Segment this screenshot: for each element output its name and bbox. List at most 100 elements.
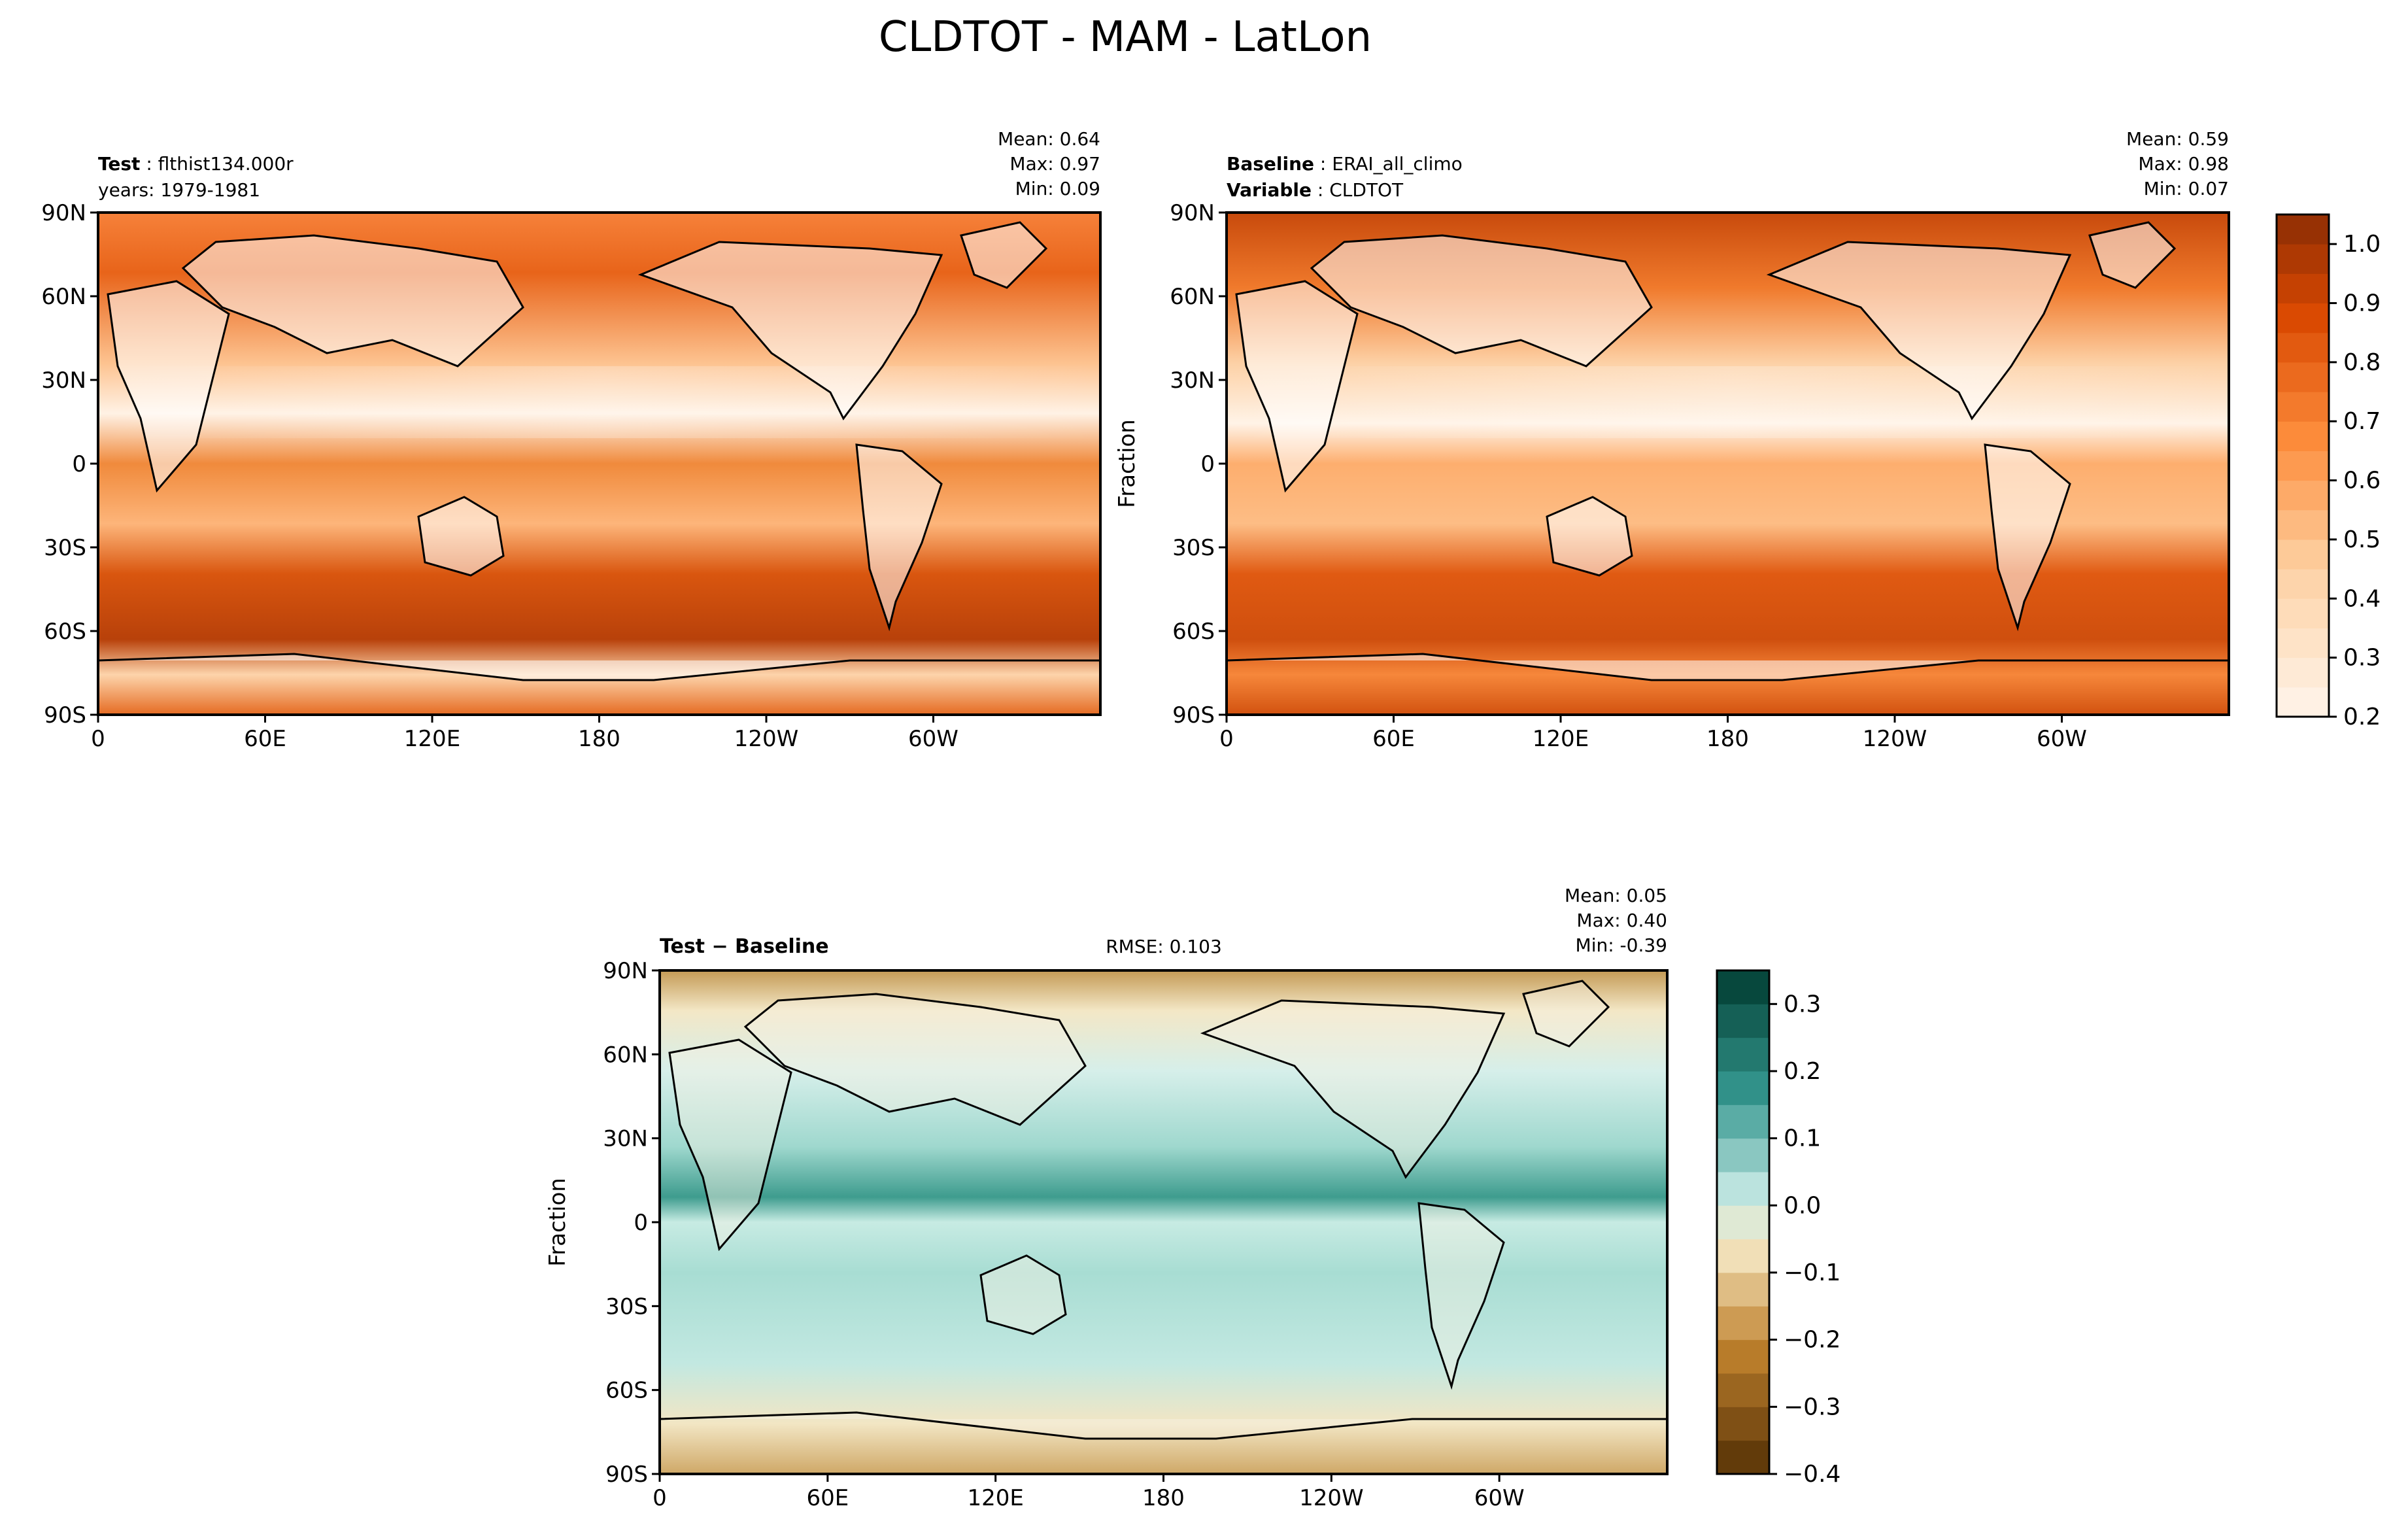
- baseline-label-colon: :: [1314, 153, 1332, 175]
- test-ytick-label: 0: [72, 451, 86, 477]
- difference-colorbar-tick-label: −0.2: [1784, 1327, 1840, 1354]
- difference-colorbar-band: [1717, 1440, 1769, 1475]
- diff-xtick-label: 120E: [967, 1485, 1023, 1511]
- diff-xtick-label: 180: [1142, 1485, 1185, 1511]
- top-colorbar-band: [2277, 332, 2329, 363]
- diff-ytick-label: 60N: [603, 1042, 648, 1068]
- diff-ytick-label: 0: [634, 1210, 648, 1236]
- test-stat-max: Max: 0.97: [1009, 153, 1100, 175]
- difference-colorbar-band: [1717, 1306, 1769, 1341]
- baseline-namerica-outline: [1766, 241, 2072, 420]
- test-stat-min: Min: 0.09: [1015, 178, 1100, 199]
- baseline-africa-outline: [1235, 280, 1359, 493]
- difference-colorbar-band: [1717, 1071, 1769, 1105]
- variable-label: Variable : CLDTOT: [1227, 179, 1404, 201]
- diff-stat-max: Max: 0.40: [1576, 910, 1667, 931]
- diff-xtick-label: 60W: [1474, 1485, 1525, 1511]
- baseline-ytick-label: 60S: [1172, 619, 1215, 645]
- baseline-australia-outline: [1546, 496, 1633, 577]
- baseline-stat-max: Max: 0.98: [2138, 153, 2229, 175]
- top-colorbar: 1.0 0.9 0.8 0.7 0.6 0.5 0.4 0.3 0.2: [2275, 213, 2381, 730]
- variable-label-value: CLDTOT: [1329, 179, 1404, 201]
- diff-ytick-label: 90S: [605, 1462, 648, 1488]
- test-map-panel: Test : flthist134.000r years: 1979-1981 …: [41, 128, 1102, 752]
- top-colorbar-band: [2277, 539, 2329, 570]
- top-colorbar-tick-label: 0.9: [2343, 290, 2381, 317]
- baseline-xtick-label: 60W: [2037, 726, 2087, 752]
- diff-xtick-label: 0: [653, 1485, 667, 1511]
- test-samerica-outline: [855, 443, 943, 632]
- top-colorbar-band: [2277, 480, 2329, 511]
- baseline-map-overlay: [1227, 366, 2229, 438]
- top-colorbar-band: [2277, 273, 2329, 304]
- test-coastlines: [97, 221, 1100, 681]
- difference-colorbar-tick-label: 0.2: [1784, 1058, 1821, 1085]
- top-colorbar-band: [2277, 598, 2329, 628]
- diff-africa-outline: [668, 1038, 792, 1252]
- top-colorbar-band: [2277, 362, 2329, 392]
- test-africa-outline: [107, 280, 230, 493]
- test-eurasia-outline: [181, 234, 524, 368]
- diff-ytick-label: 30S: [605, 1293, 648, 1320]
- variable-label-colon: :: [1312, 179, 1329, 201]
- difference-colorbar-band: [1717, 1407, 1769, 1441]
- baseline-ytick-label: 90N: [1170, 200, 1215, 226]
- difference-colorbar-tick-label: −0.4: [1784, 1461, 1840, 1488]
- baseline-xtick-label: 180: [1706, 726, 1749, 752]
- difference-map-panel: Test − Baseline RMSE: 0.103 Mean: 0.05 M…: [545, 885, 1669, 1511]
- top-colorbar-tick-label: 0.5: [2343, 526, 2381, 553]
- top-colorbar-tick-label: 0.6: [2343, 468, 2381, 494]
- baseline-ytick-label: 90S: [1172, 702, 1215, 728]
- baseline-greenland-outline: [2088, 221, 2177, 289]
- diff-australia-outline: [979, 1254, 1067, 1335]
- diff-stat-min: Min: -0.39: [1576, 934, 1667, 956]
- baseline-xtick-label: 0: [1219, 726, 1234, 752]
- baseline-antarctica-outline: [1226, 653, 2229, 681]
- difference-colorbar-band: [1717, 1373, 1769, 1407]
- baseline-ytick-label: 0: [1200, 451, 1215, 477]
- diff-stat-mean: Mean: 0.05: [1565, 885, 1667, 906]
- difference-colorbar-band: [1717, 1104, 1769, 1139]
- top-colorbar-tick-label: 0.7: [2343, 408, 2381, 435]
- test-label: Test : flthist134.000r: [98, 153, 294, 175]
- test-ytick-label: 90S: [44, 702, 86, 728]
- baseline-coastlines: [1226, 221, 2229, 681]
- test-namerica-outline: [637, 241, 943, 420]
- baseline-eurasia-outline: [1310, 234, 1653, 368]
- diff-xtick-label: 120W: [1299, 1485, 1364, 1511]
- top-colorbar-band: [2277, 451, 2329, 481]
- variable-label-bold: Variable: [1227, 179, 1312, 201]
- difference-colorbar-band: [1717, 1205, 1769, 1240]
- diff-ytick-label: 30N: [603, 1126, 648, 1152]
- difference-colorbar-frame: [1716, 969, 1771, 1475]
- diff-greenland-outline: [1522, 980, 1610, 1048]
- difference-colorbar-band: [1717, 1172, 1769, 1206]
- baseline-map-panel: Baseline : ERAI_all_climo Variable : CLD…: [1114, 128, 2230, 752]
- test-ytick-label: 90N: [41, 200, 86, 226]
- diff-antarctica-outline: [659, 1411, 1667, 1440]
- baseline-stat-min: Min: 0.07: [2144, 178, 2229, 199]
- test-antarctica-outline: [97, 653, 1100, 681]
- top-colorbar-band: [2277, 657, 2329, 688]
- difference-ylabel: Fraction: [545, 1178, 571, 1267]
- baseline-label-value: ERAI_all_climo: [1332, 153, 1463, 175]
- difference-coastlines: [659, 980, 1667, 1440]
- top-colorbar-band: [2277, 244, 2329, 274]
- test-xtick-label: 120E: [404, 726, 460, 752]
- test-ytick-label: 60S: [44, 619, 86, 645]
- top-colorbar-band: [2277, 303, 2329, 334]
- difference-colorbar-band: [1717, 1239, 1769, 1273]
- difference-label: Test − Baseline: [660, 935, 829, 958]
- test-ytick-label: 30N: [41, 368, 86, 394]
- top-colorbar-band: [2277, 628, 2329, 659]
- baseline-ytick-label: 30S: [1172, 535, 1215, 561]
- top-colorbar-tick-label: 0.3: [2343, 645, 2381, 672]
- baseline-axis-ticks: 0 60E 120E 180 120W 60W 90N 60N 30N 0 30S 60S 90S: [1170, 200, 2087, 752]
- top-colorbar-frame: [2275, 213, 2330, 718]
- top-colorbar-band: [2277, 509, 2329, 540]
- top-colorbar-band: [2277, 687, 2329, 717]
- diff-ytick-label: 60S: [605, 1378, 648, 1404]
- diff-eurasia-outline: [743, 993, 1087, 1126]
- test-xtick-label: 0: [91, 726, 105, 752]
